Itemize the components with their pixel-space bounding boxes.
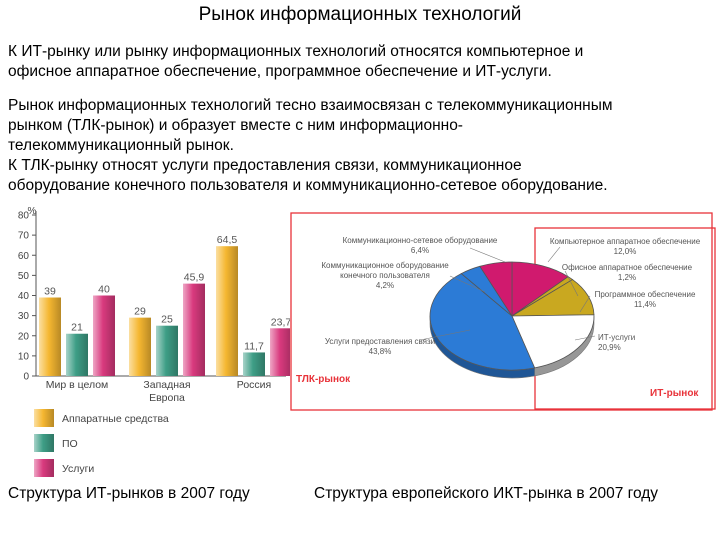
y-tick-label: 0 (23, 372, 29, 383)
x-category-label: Мир в целом (46, 379, 109, 391)
bar-software (156, 325, 178, 376)
leader-line-network-equipment (469, 247, 506, 263)
legend-label-services: Услуги (62, 463, 94, 475)
pie-label-office-hardware: Офисное аппаратное обеспечение 1,2% (562, 263, 693, 282)
legend-label-hardware: Аппаратные средства (62, 413, 169, 425)
y-tick-label: 80 (18, 211, 30, 222)
bar-value-label: 45,9 (184, 272, 205, 284)
bar-software (243, 352, 265, 376)
it-market-bar-chart: % 0 10 20 30 40 50 60 70 80 39 21 40 Мир в целом 29 25 4… (18, 206, 290, 477)
y-tick-label: 30 (18, 311, 30, 322)
y-axis-unit: % (28, 206, 37, 217)
bar-hardware (39, 297, 61, 376)
pie-slice-computer-hardware (511, 261, 569, 317)
bar-value-label: 25 (161, 314, 173, 326)
pie-label-it-services: ИТ-услуги 20,9% (598, 333, 635, 352)
leader-line-it-services (574, 335, 596, 341)
bar-value-label: 29 (134, 306, 146, 318)
leader-line-computer-hardware (547, 246, 561, 263)
pie-label-software: Программное обеспечение 11,4% (595, 290, 696, 309)
group-label-it: ИТ-рынок (650, 388, 699, 399)
pie-slice-telecom-services (429, 273, 536, 371)
legend-swatch-hardware (34, 409, 54, 427)
bar-hardware (216, 246, 238, 376)
pie-label-computer-hardware: Компьютерное аппаратное обеспечение 12,0% (550, 237, 701, 256)
pie-label-network-equipment: Коммуникационно-сетевое оборудование 6,4% (343, 236, 498, 255)
y-tick-label: 20 (18, 331, 30, 342)
leader-line-end-user-equipment (449, 275, 486, 293)
y-tick-label: 10 (18, 351, 30, 362)
x-category-label: Россия (237, 379, 271, 391)
group-label-tlk: ТЛК-рынок (296, 374, 351, 385)
y-tick-label: 60 (18, 251, 30, 262)
pie-label-telecom-services: Услуги предоставления связи 43,8% (325, 337, 435, 356)
legend-label-software: ПО (62, 438, 78, 450)
tlk-market-frame (290, 212, 713, 411)
pie-label-end-user-equipment: Коммуникационное оборудование конечного п… (321, 261, 449, 290)
y-tick-label: 70 (18, 231, 30, 242)
bar-services (270, 328, 290, 376)
pie-slice-network-equipment (479, 261, 513, 318)
leader-line-software (579, 295, 591, 313)
paragraph-ict-market: Рынок информационных технологий тесно вз… (8, 97, 613, 194)
leader-line-telecom-services (419, 329, 471, 341)
y-tick-label: 40 (18, 291, 30, 302)
page-title: Рынок информационных технологий (198, 4, 522, 25)
ict-market-pie-chart: ТЛК-рынок ИТ-рынок Компьютерное аппаратное… (290, 212, 716, 411)
bar-hardware (129, 317, 151, 376)
x-category-label: Западная Европа (143, 379, 190, 404)
legend-swatch-software (34, 434, 54, 452)
caption-european-ict-structure: Структура европейского ИКТ-рынка в 2007 … (314, 485, 659, 502)
pie-slice-it-services (511, 314, 595, 369)
bar-value-label: 23,7 (271, 316, 290, 328)
bar-value-label: 64,5 (217, 234, 238, 246)
y-tick-label: 50 (18, 271, 30, 282)
bar-value-label: 39 (44, 286, 56, 298)
bar-services (93, 295, 115, 376)
bar-value-label: 40 (98, 284, 110, 296)
bar-software (66, 333, 88, 376)
legend-swatch-services (34, 459, 54, 477)
bar-value-label: 21 (71, 322, 83, 334)
bar-services (183, 283, 205, 376)
paragraph-it-market: К ИТ-рынку или рынку информационных техн… (8, 43, 584, 80)
bar-value-label: 11,7 (244, 340, 264, 352)
leader-line-office-hardware (564, 270, 579, 297)
caption-it-market-structure: Структура ИТ-рынков в 2007 году (8, 485, 250, 502)
